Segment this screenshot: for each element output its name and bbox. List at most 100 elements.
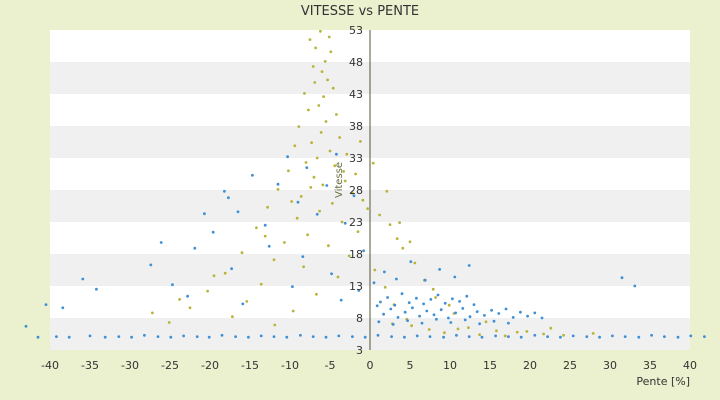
- data-point: [427, 328, 431, 331]
- data-point: [182, 334, 186, 338]
- data-point: [167, 321, 171, 324]
- data-point: [454, 311, 457, 315]
- data-point: [315, 212, 319, 216]
- y-axis-label: Vitesse: [334, 162, 345, 198]
- y-tick-label: 23: [349, 216, 363, 229]
- data-point: [447, 303, 451, 307]
- data-point: [251, 173, 254, 177]
- data-point: [319, 131, 323, 134]
- x-tick-label: -30: [121, 359, 139, 372]
- data-point: [525, 330, 529, 333]
- x-tick-label: -10: [281, 359, 299, 372]
- data-point: [503, 334, 507, 338]
- data-point: [637, 335, 641, 339]
- data-point: [61, 306, 65, 310]
- data-point: [484, 320, 488, 324]
- data-point: [259, 282, 263, 286]
- data-point: [375, 304, 379, 308]
- data-point: [88, 334, 92, 338]
- data-point: [420, 321, 424, 325]
- data-point: [475, 310, 479, 313]
- data-point: [428, 335, 432, 338]
- x-axis-label: Pente [%]: [636, 375, 690, 388]
- data-point: [304, 161, 308, 164]
- data-point: [247, 335, 250, 339]
- data-point: [307, 108, 310, 112]
- data-point: [151, 311, 154, 315]
- data-point: [327, 35, 331, 39]
- data-point: [472, 303, 476, 306]
- data-point: [322, 95, 325, 98]
- x-tick-label: -35: [81, 359, 99, 372]
- data-point: [480, 335, 484, 339]
- data-point: [317, 104, 321, 107]
- data-point: [467, 264, 471, 267]
- data-point: [351, 191, 354, 195]
- x-tick-label: -5: [325, 359, 336, 372]
- data-point: [495, 329, 498, 333]
- data-point: [338, 136, 341, 139]
- data-point: [310, 141, 313, 145]
- data-point: [453, 275, 457, 279]
- data-point: [623, 335, 627, 338]
- x-tick-label: -15: [241, 359, 259, 372]
- data-point: [393, 303, 397, 307]
- data-point: [335, 152, 338, 156]
- data-point: [478, 333, 481, 336]
- x-tick-label: 35: [643, 359, 657, 372]
- data-point: [327, 244, 330, 248]
- data-point: [315, 156, 319, 160]
- data-point: [336, 275, 340, 279]
- data-point: [312, 175, 316, 179]
- data-point: [291, 285, 294, 288]
- data-point: [497, 312, 501, 315]
- data-point: [313, 81, 317, 84]
- data-point: [398, 221, 401, 225]
- data-point: [103, 335, 107, 339]
- data-point: [321, 183, 325, 187]
- data-point: [283, 241, 286, 244]
- data-point: [703, 335, 706, 338]
- y-tick-label: 3: [356, 344, 363, 357]
- data-point: [324, 120, 328, 123]
- data-point: [383, 285, 387, 289]
- chart-title: VITESSE vs PENTE: [301, 4, 419, 19]
- data-point: [352, 194, 356, 198]
- data-point: [400, 292, 404, 296]
- data-point: [395, 277, 398, 281]
- data-point: [55, 335, 58, 338]
- data-point: [159, 241, 163, 244]
- y-tick-label: 28: [349, 184, 363, 197]
- data-point: [302, 265, 305, 269]
- data-point: [272, 258, 276, 262]
- data-point: [467, 335, 471, 338]
- y-tick-label: 13: [349, 280, 363, 293]
- data-point: [533, 333, 537, 337]
- data-point: [395, 237, 399, 241]
- data-point: [273, 323, 277, 327]
- data-point: [347, 254, 351, 258]
- data-point: [633, 284, 637, 288]
- data-point: [311, 65, 315, 68]
- data-point: [342, 170, 345, 173]
- data-point: [540, 316, 544, 320]
- data-point: [382, 312, 385, 316]
- data-point: [676, 335, 680, 339]
- data-point: [439, 308, 443, 312]
- data-point: [438, 268, 441, 271]
- data-point: [415, 296, 418, 300]
- data-point: [377, 320, 381, 324]
- data-point: [449, 321, 453, 324]
- x-tick-label: 25: [563, 359, 577, 372]
- data-point: [359, 140, 362, 143]
- data-point: [361, 198, 365, 202]
- data-point: [571, 334, 575, 338]
- data-point: [343, 179, 347, 183]
- y-tick-label: 43: [349, 88, 363, 101]
- data-point: [331, 86, 335, 90]
- data-point: [306, 233, 309, 237]
- data-point: [415, 334, 419, 338]
- y-tick-label: 38: [349, 120, 363, 133]
- data-point: [492, 319, 496, 323]
- data-point: [309, 186, 313, 189]
